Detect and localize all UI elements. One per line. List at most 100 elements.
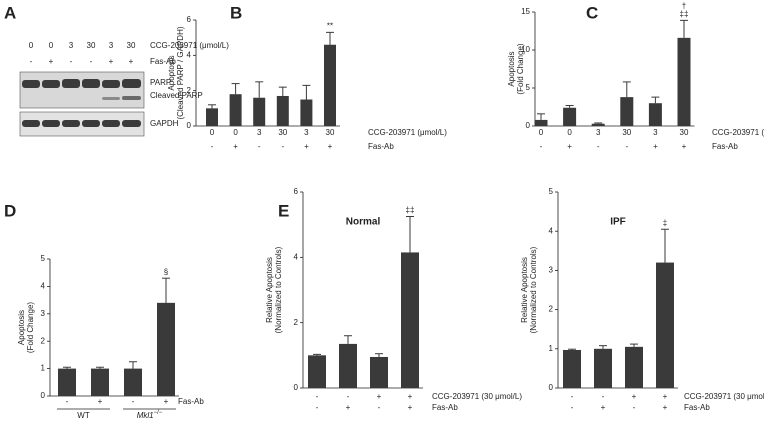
bar bbox=[594, 348, 612, 388]
annotation: † bbox=[682, 1, 686, 10]
error-bar bbox=[162, 277, 170, 303]
bar bbox=[656, 262, 674, 388]
x-tick-label: + bbox=[663, 403, 668, 412]
group-name: Mkl1 bbox=[137, 411, 154, 420]
panel-label: B bbox=[230, 3, 242, 22]
x-tick-label: 0 bbox=[567, 128, 572, 137]
error-bar bbox=[344, 335, 352, 344]
y-axis-label: Relative Apoptosis bbox=[265, 257, 274, 323]
bar bbox=[339, 343, 357, 388]
x-tick-label: - bbox=[66, 397, 69, 406]
bar bbox=[229, 94, 242, 126]
blot-label: CCG-203971 (μmol/L) bbox=[150, 41, 229, 50]
x-tick-label: + bbox=[632, 392, 637, 401]
x-tick-label: 30 bbox=[326, 128, 335, 137]
bar bbox=[620, 97, 634, 126]
x-tick-label: - bbox=[316, 403, 319, 412]
x-tick-label: - bbox=[378, 403, 381, 412]
row-label: Fas-Ab bbox=[684, 403, 710, 412]
y-tick-label: 4 bbox=[294, 252, 299, 261]
bar bbox=[401, 252, 419, 388]
y-tick-label: 2 bbox=[294, 318, 299, 327]
x-tick-label: 0 bbox=[210, 128, 215, 137]
annotation: ‡ bbox=[663, 218, 667, 227]
error-bar bbox=[565, 104, 574, 108]
bar bbox=[206, 108, 218, 126]
bar bbox=[625, 346, 643, 388]
x-tick-label: 3 bbox=[596, 128, 601, 137]
y-tick-label: 4 bbox=[549, 226, 554, 235]
x-tick-label: + bbox=[304, 142, 309, 151]
bar bbox=[591, 123, 605, 126]
y-axis-label: (Cleaved PARP / GAPDH) bbox=[176, 26, 185, 119]
row-label: CCG-203971 (μmol/L) bbox=[368, 128, 447, 137]
row-label: Fas-Ab bbox=[712, 142, 738, 151]
bar bbox=[276, 95, 289, 126]
bar bbox=[253, 97, 266, 126]
y-tick-label: 2 bbox=[187, 86, 192, 95]
chart-title: IPF bbox=[610, 217, 626, 228]
group-sup: −/− bbox=[154, 410, 163, 416]
blot-label: Fas-Ab bbox=[150, 57, 176, 66]
error-bar bbox=[651, 96, 660, 104]
row-label: CCG-203971 (30 μmol/L) bbox=[432, 392, 522, 401]
y-tick-label: 15 bbox=[521, 7, 530, 16]
y-tick-label: 3 bbox=[41, 309, 46, 318]
group-label: Mkl1−/− bbox=[137, 410, 163, 421]
x-tick-label: - bbox=[211, 142, 214, 151]
y-tick-label: 3 bbox=[549, 266, 554, 275]
error-bar bbox=[278, 86, 287, 96]
x-tick-label: 3 bbox=[257, 128, 262, 137]
y-axis-label: (Normalized to Controls) bbox=[529, 246, 538, 333]
blot-label: PARP bbox=[150, 78, 171, 87]
error-bar bbox=[622, 81, 631, 98]
x-tick-label: - bbox=[347, 392, 350, 401]
error-bar bbox=[594, 122, 603, 124]
error-bar bbox=[255, 81, 264, 98]
y-axis-label: Apoptosis bbox=[167, 55, 176, 90]
y-axis-label: Relative Apoptosis bbox=[520, 257, 529, 323]
error-bar bbox=[375, 353, 383, 357]
error-bar bbox=[326, 31, 334, 45]
error-bar bbox=[302, 84, 311, 100]
error-bar bbox=[406, 216, 414, 253]
blot-bands bbox=[22, 79, 141, 127]
x-tick-label: 30 bbox=[278, 128, 287, 137]
y-tick-label: 10 bbox=[521, 45, 530, 54]
y-axis-label: Apoptosis bbox=[507, 51, 516, 86]
error-bar bbox=[537, 113, 545, 120]
lane-label: - bbox=[90, 57, 93, 66]
panel-label: A bbox=[4, 3, 16, 22]
bar bbox=[157, 302, 175, 396]
error-bar bbox=[129, 361, 137, 369]
lane-label: 3 bbox=[109, 41, 114, 50]
bar bbox=[648, 103, 662, 126]
y-axis-label: (Normalized to Controls) bbox=[274, 246, 283, 333]
x-tick-label: - bbox=[316, 392, 319, 401]
y-tick-label: 6 bbox=[294, 187, 299, 196]
group-name: WT bbox=[77, 411, 90, 420]
y-tick-label: 4 bbox=[41, 282, 46, 291]
row-label: Fas-Ab bbox=[178, 397, 204, 406]
x-tick-label: - bbox=[258, 142, 261, 151]
lane-label: 0 bbox=[29, 41, 34, 50]
x-tick-label: + bbox=[682, 142, 687, 151]
bar bbox=[563, 349, 581, 388]
lane-label: + bbox=[129, 57, 134, 66]
error-bar bbox=[661, 228, 669, 263]
x-tick-label: + bbox=[346, 403, 351, 412]
row-label: Fas-Ab bbox=[368, 142, 394, 151]
lane-label: 30 bbox=[87, 41, 96, 50]
lane-label: - bbox=[70, 57, 73, 66]
x-tick-label: - bbox=[597, 142, 600, 151]
x-tick-label: + bbox=[663, 392, 668, 401]
x-tick-label: - bbox=[602, 392, 605, 401]
error-bar bbox=[568, 348, 576, 350]
annotation: ‡‡ bbox=[406, 206, 415, 215]
x-tick-label: 0 bbox=[233, 128, 238, 137]
x-tick-label: 30 bbox=[680, 128, 689, 137]
x-tick-label: 0 bbox=[539, 128, 544, 137]
x-tick-label: - bbox=[571, 403, 574, 412]
blot-label: GAPDH bbox=[150, 119, 179, 128]
